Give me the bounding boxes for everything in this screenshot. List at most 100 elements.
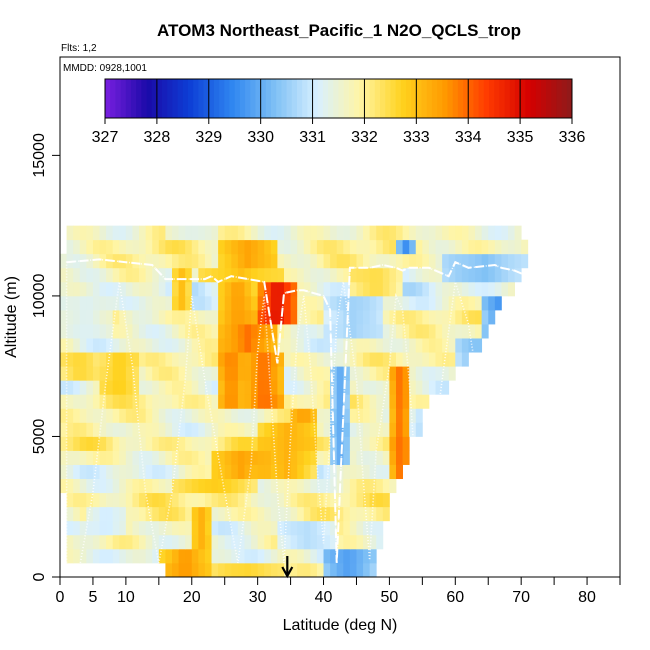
heatmap-cell [290,408,298,423]
heatmap-cell [277,253,285,269]
colorbar-swatch [561,79,568,118]
colorbar-swatch [514,79,521,118]
colorbar-swatch [208,79,215,118]
heatmap-cell [369,520,377,536]
heatmap-cell [191,295,199,311]
heatmap-cell [99,239,107,255]
heatmap-cell [185,380,193,395]
heatmap-cell [231,366,239,381]
heatmap-cell [112,253,120,269]
heatmap-cell [185,436,193,451]
heatmap-cell [270,548,278,564]
heatmap-cell [303,520,311,536]
heatmap-cell [224,408,232,423]
heatmap-cell [330,562,338,577]
heatmap-cell [428,225,436,241]
heatmap-cell [349,408,357,423]
heatmap-cell [310,436,318,451]
heatmap-cell [481,267,489,283]
heatmap-cell [152,338,160,353]
heatmap-cell [270,520,278,536]
y-axis-label: Altitude (m) [3,276,20,358]
heatmap-cell [99,548,107,564]
heatmap-cell [204,380,212,395]
heatmap-cell [369,534,377,550]
heatmap-cell [382,295,390,311]
heatmap-cell [343,295,351,311]
heatmap-cell [119,267,127,283]
heatmap-cell [237,562,245,577]
heatmap-cell [158,436,166,451]
heatmap-cell [191,506,199,522]
heatmap-cell [224,380,232,395]
heatmap-cell [185,295,193,311]
heatmap-cell [198,506,206,522]
heatmap-cell [106,225,114,241]
heatmap-cell [125,366,133,381]
heatmap-cell [475,281,483,297]
heatmap-cell [73,520,81,536]
colorbar-swatch [343,79,350,118]
heatmap-cell [475,253,483,269]
heatmap-cell [106,267,114,283]
heatmap-cell [237,464,245,480]
heatmap-cell [198,520,206,536]
colorbar-swatch [146,79,153,118]
heatmap-cell [125,534,133,550]
heatmap-cell [99,506,107,522]
heatmap-cell [211,281,219,297]
heatmap-cell [86,380,94,395]
heatmap-cell [244,324,252,339]
heatmap-cell [316,324,324,339]
colorbar-swatch [385,79,391,118]
heatmap-cell [66,548,74,564]
heatmap-cell [218,464,226,480]
heatmap-cell [125,394,133,409]
colorbar-tick-label: 327 [92,129,119,146]
heatmap-cell [389,450,397,465]
colorbar-tick-label: 328 [144,129,171,146]
heatmap-cell [396,352,403,367]
heatmap-cell [231,422,239,437]
heatmap-cell [336,338,344,353]
heatmap-cell [152,253,160,269]
heatmap-cell [264,436,272,451]
heatmap-cell [270,380,278,395]
colorbar-swatch [213,79,220,118]
heatmap-cell [316,281,324,297]
heatmap-cell [112,295,120,311]
heatmap-cell [488,267,496,283]
heatmap-cell [244,562,252,577]
heatmap-cell [448,309,456,325]
heatmap-cell [204,267,212,283]
heatmap-cell [270,225,278,241]
colorbar-swatch [447,79,454,118]
heatmap-cell [303,309,311,325]
heatmap-cell [316,422,324,437]
heatmap-cell [204,239,212,255]
heatmap-cell [323,436,331,451]
heatmap-cell [297,394,305,409]
heatmap-cell [270,464,278,480]
heatmap-cell [237,394,245,409]
heatmap-cell [270,422,278,437]
heatmap-cell [382,239,390,255]
heatmap-cell [494,253,502,269]
heatmap-cell [343,422,351,437]
heatmap-cell [106,422,114,437]
heatmap-cell [448,366,456,381]
heatmap-cell [125,309,133,325]
heatmap-cell [336,394,344,409]
heatmap-cell [343,562,351,577]
heatmap-cell [468,267,476,283]
colorbar-swatch [333,79,339,118]
heatmap-cell [191,492,199,508]
heatmap-cell [396,324,403,339]
heatmap-cell [165,464,173,480]
heatmap-cell [185,281,193,297]
heatmap-cell [73,267,81,283]
heatmap-cell [382,492,390,508]
heatmap-cell [290,534,298,550]
colorbar-swatch [457,79,464,118]
heatmap-cell [172,562,179,577]
